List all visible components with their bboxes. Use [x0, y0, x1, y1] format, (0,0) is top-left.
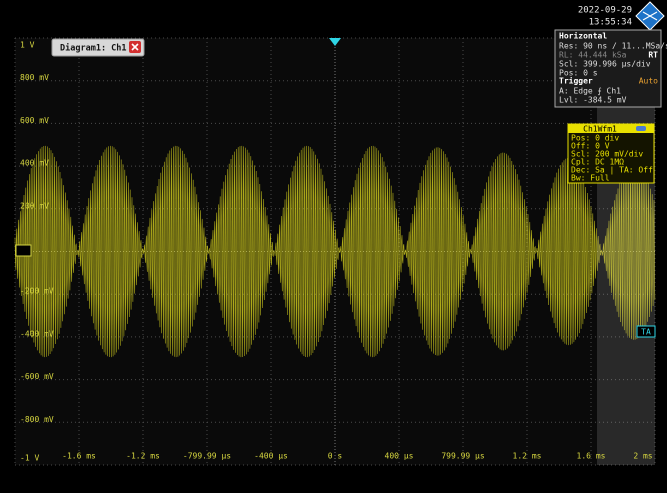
channel-panel[interactable]: [567, 123, 655, 184]
y-axis-label: 200 mV: [20, 201, 49, 210]
x-axis-label: 400 µs: [385, 452, 414, 461]
panel-line: RL: 44.444 kSa: [559, 51, 627, 60]
panel-line: A: Edge ⨍ Ch1: [559, 87, 621, 96]
x-axis-label: 799.99 µs: [441, 452, 485, 461]
horizontal-panel[interactable]: [554, 29, 662, 108]
panel-line: Lvl: -384.5 mV: [559, 96, 627, 105]
panel-line: Bw: Full: [571, 174, 610, 183]
date: 2022-09-29: [578, 6, 632, 16]
y-axis-label: -600 mV: [20, 372, 54, 381]
x-axis-label: -799.99 µs: [183, 452, 231, 461]
waveform: [14, 145, 656, 358]
y-axis-label: -1 V: [20, 454, 39, 463]
x-axis-label: 0 s: [328, 452, 343, 461]
x-axis-label: -400 µs: [254, 452, 288, 461]
y-axis-label: 1 V: [20, 41, 35, 50]
channel-marker: [15, 244, 32, 257]
channel-menu-icon[interactable]: [636, 126, 646, 131]
trigger-mode: Auto: [639, 77, 658, 86]
panel-line: Off: 0 V: [571, 142, 610, 151]
x-axis-label: 1.2 ms: [513, 452, 542, 461]
panel-line: Cpl: DC 1MΩ: [571, 158, 624, 167]
waveform-trace: [14, 145, 656, 358]
trigger-level-marker: [636, 325, 656, 338]
y-axis-label: -200 mV: [20, 287, 54, 296]
logo-mark: [642, 11, 658, 21]
time: 13:55:34: [589, 18, 632, 28]
x-axis-label: -1.2 ms: [126, 452, 160, 461]
panel-line: Res: 90 ns / 11...MSa/s: [559, 42, 667, 51]
y-axis-label: 600 mV: [20, 116, 49, 125]
diagram-tab[interactable]: [51, 38, 145, 57]
panel-line: Scl: 399.996 µs/div: [559, 60, 651, 69]
trigger-level-label: TA: [641, 328, 651, 337]
panel-title: Horizontal: [559, 31, 607, 41]
x-axis-label: -1.6 ms: [62, 452, 96, 461]
zoom-overlay: [597, 38, 655, 465]
horizontal-lines: Res: 90 ns / 11...MSa/sRL: 44.444 kSaScl…: [559, 42, 667, 78]
panel-line: Dec: Sa | TA: Off: [571, 166, 653, 175]
panel-line: Scl: 200 mV/div: [571, 150, 643, 159]
diagram-tab-label: Diagram1: Ch1: [60, 43, 127, 54]
channel-title: Ch1Wfm1: [583, 125, 617, 134]
bottom-bar: [0, 466, 667, 493]
x-axis-label: 2 ms: [633, 452, 652, 461]
panel-title: Trigger: [559, 76, 593, 86]
y-axis-label: -800 mV: [20, 415, 54, 424]
panel-line: Pos: 0 div: [571, 134, 619, 143]
x-axis-label: 1.6 ms: [577, 452, 606, 461]
rt-badge: RT: [648, 51, 658, 60]
y-axis-label: -400 mV: [20, 329, 54, 338]
y-axis-label: 800 mV: [20, 73, 49, 82]
close-icon: [131, 43, 139, 51]
panel-line: Pos: 0 s: [559, 69, 598, 78]
trigger-position-marker: [329, 38, 341, 46]
channel-title-bar: [568, 124, 654, 133]
y-axis-label: 400 mV: [20, 159, 49, 168]
